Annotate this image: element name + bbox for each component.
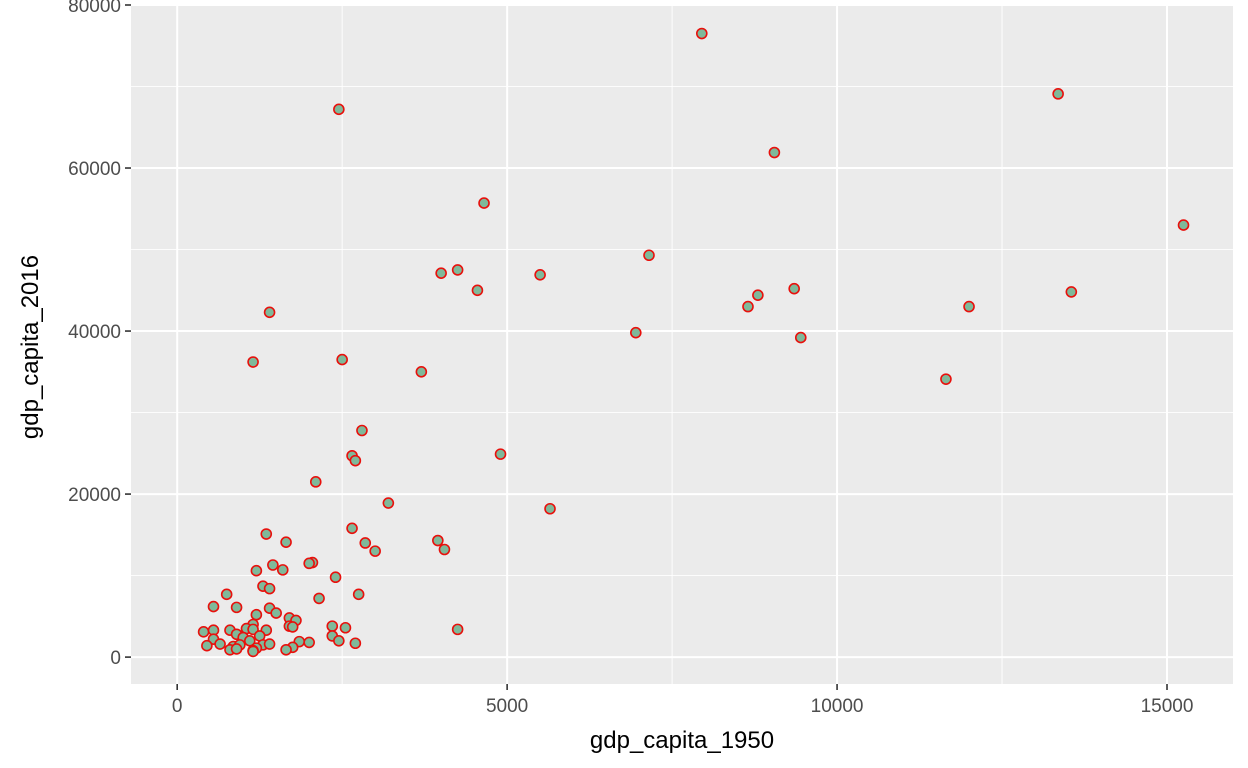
x-tick-label: 5000 <box>486 696 528 717</box>
y-tick-label: 20000 <box>68 485 121 506</box>
x-tick-label: 0 <box>172 696 183 717</box>
data-point <box>752 289 764 301</box>
data-point <box>494 448 507 460</box>
data-point <box>329 571 342 584</box>
data-point <box>333 103 345 116</box>
data-point <box>695 27 708 40</box>
data-point <box>263 306 276 319</box>
data-point <box>359 537 372 549</box>
data-point <box>336 353 348 366</box>
y-tick-label: 0 <box>110 648 121 669</box>
data-point <box>438 543 451 556</box>
data-point <box>220 588 233 601</box>
data-point <box>963 300 975 313</box>
data-point <box>247 645 259 658</box>
panel-background <box>131 5 1233 684</box>
data-point <box>478 197 490 209</box>
data-point <box>471 284 484 297</box>
data-point <box>230 643 243 655</box>
data-point <box>333 634 345 647</box>
data-point <box>630 326 642 339</box>
data-point <box>451 264 464 276</box>
data-points <box>197 27 1190 658</box>
data-point <box>339 621 352 634</box>
data-point <box>346 522 358 535</box>
data-point <box>1065 286 1078 298</box>
data-point <box>270 607 282 619</box>
y-axis-title: gdp_capita_2016 <box>17 255 44 439</box>
data-point <box>313 592 325 605</box>
plot-panel <box>131 4 1233 684</box>
data-point <box>788 282 800 295</box>
data-point <box>435 267 447 279</box>
data-point <box>349 454 362 467</box>
data-point <box>263 638 276 650</box>
data-point <box>267 559 279 571</box>
x-tick-label: 15000 <box>1141 696 1194 717</box>
data-point <box>230 601 243 614</box>
data-point <box>794 331 807 344</box>
data-point <box>214 638 226 650</box>
axis-ticks: 0 5000 10000 15000 0 20000 40000 60000 80000 <box>68 0 1193 717</box>
data-point <box>303 636 315 649</box>
data-point <box>326 620 339 632</box>
y-tick-label: 40000 <box>68 322 121 343</box>
data-point <box>260 528 273 540</box>
x-axis-title: gdp_capita_1950 <box>590 727 774 754</box>
y-tick-label: 80000 <box>68 0 121 17</box>
data-point <box>356 424 368 437</box>
data-point <box>250 608 263 621</box>
data-point <box>369 545 381 557</box>
data-point <box>303 557 315 570</box>
data-point <box>201 639 213 652</box>
data-point <box>742 300 754 313</box>
data-point <box>415 366 428 378</box>
data-point <box>280 643 292 656</box>
data-point <box>1177 219 1190 231</box>
data-point <box>1052 88 1064 100</box>
data-point <box>286 621 299 633</box>
data-point <box>451 623 464 636</box>
data-point <box>197 626 210 638</box>
data-point <box>263 582 276 595</box>
data-point <box>349 637 362 650</box>
data-point <box>432 534 444 547</box>
data-point <box>940 373 952 385</box>
data-point <box>247 356 259 368</box>
data-point <box>250 564 263 577</box>
data-point <box>643 249 655 262</box>
data-point <box>382 497 395 509</box>
data-point <box>276 564 289 576</box>
y-tick-label: 60000 <box>68 159 121 180</box>
data-point <box>534 269 546 281</box>
data-point <box>309 476 322 488</box>
data-point <box>280 536 292 548</box>
data-point <box>243 634 256 647</box>
x-tick-label: 10000 <box>811 696 864 717</box>
data-point <box>207 600 220 613</box>
data-point <box>544 502 556 515</box>
data-point <box>352 588 365 601</box>
data-point <box>768 146 781 159</box>
